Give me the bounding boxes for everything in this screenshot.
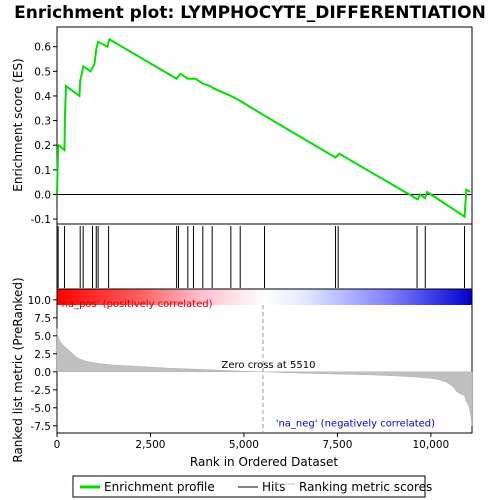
es-y-tick-label: 0.3 — [34, 116, 51, 128]
es-y-tick-label: -0.1 — [31, 214, 52, 226]
x-axis-label: Rank in Ordered Dataset — [190, 455, 338, 469]
metric-y-tick-label: -2.5 — [31, 385, 52, 397]
legend-hits-label: Hits — [262, 480, 285, 494]
es-panel: -0.1 0.0 0.1 0.2 0.3 0.4 0.5 0.6 Enrichment sco… — [11, 26, 473, 226]
es-y-tick-label: 0.1 — [34, 165, 51, 177]
x-tick-label: 2,500 — [135, 439, 165, 451]
legend-metric-label: Ranking metric scores — [299, 480, 432, 494]
legend: Enrichment profile Hits Ranking metric s… — [72, 475, 432, 498]
metric-y-tick-label: -5.0 — [31, 403, 52, 415]
negative-correlation-label: 'na_neg' (negatively correlated) — [276, 419, 435, 430]
x-tick-label: 7,500 — [322, 439, 352, 451]
legend-enrichment-label: Enrichment profile — [104, 480, 215, 494]
zero-cross-label: Zero cross at 5510 — [222, 360, 316, 371]
chart-title: Enrichment plot: LYMPHOCYTE_DIFFERENTIAT… — [14, 3, 486, 23]
hits-panel — [56, 223, 473, 291]
metric-panel: -7.5 -5.0 -2.5 0.0 2.5 5.0 7.5 10.0 0 2,500 5,000… — [11, 277, 473, 469]
x-tick-label: 10,000 — [412, 439, 449, 451]
positive-correlation-label: 'na_pos' (positively correlated) — [59, 299, 213, 310]
metric-y-tick-label: -7.5 — [31, 421, 52, 433]
es-y-tick-label: 0.6 — [34, 42, 51, 54]
metric-y-tick-label: 5.0 — [34, 331, 51, 343]
metric-y-tick-label: 7.5 — [34, 313, 51, 325]
es-y-tick-label: 0.2 — [34, 140, 51, 152]
enrichment-profile-line — [56, 37, 471, 219]
es-y-tick-label: 0.0 — [34, 189, 51, 201]
metric-y-axis-label: Ranked list metric (PreRanked) — [11, 277, 25, 462]
metric-x-ticks: 0 2,500 5,000 7,500 10,000 — [54, 433, 449, 451]
es-y-tick-label: 0.5 — [34, 66, 51, 78]
es-y-axis-label: Enrichment score (ES) — [11, 58, 25, 191]
metric-y-tick-label: 10.0 — [28, 295, 51, 307]
metric-y-ticks: -7.5 -5.0 -2.5 0.0 2.5 5.0 7.5 10.0 — [28, 295, 57, 433]
ranking-metric-area — [56, 328, 473, 426]
es-y-tick-label: 0.4 — [34, 91, 51, 103]
metric-y-tick-label: 0.0 — [34, 367, 51, 379]
metric-y-tick-label: 2.5 — [34, 349, 51, 361]
hit-markers — [57, 226, 466, 288]
x-tick-label: 0 — [54, 439, 61, 451]
rank-color-bar — [57, 289, 472, 305]
es-y-ticks: -0.1 0.0 0.1 0.2 0.3 0.4 0.5 0.6 — [31, 42, 57, 226]
x-tick-label: 5,000 — [229, 439, 259, 451]
